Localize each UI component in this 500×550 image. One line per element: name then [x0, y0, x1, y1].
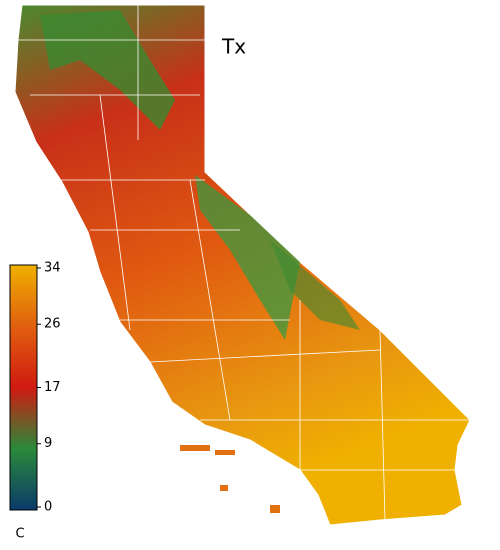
colorbar-unit: C — [15, 527, 24, 542]
mountain-zone — [270, 240, 360, 330]
colorbar-tick-label: 26 — [44, 317, 61, 332]
colorbar: C 0 9 17 26 34 — [9, 261, 61, 542]
colorbar-tick-label: 0 — [44, 500, 52, 515]
colorbar-bar — [9, 264, 38, 511]
mountain-zone — [195, 175, 300, 340]
map-title: Tx — [221, 35, 246, 59]
county-lines — [18, 5, 470, 521]
colorbar-tick-label: 17 — [44, 380, 61, 395]
california-map — [14, 4, 471, 526]
colorbar-tick-label: 9 — [44, 436, 52, 451]
colorbar-tick-label: 34 — [44, 261, 61, 276]
islands — [180, 445, 280, 513]
